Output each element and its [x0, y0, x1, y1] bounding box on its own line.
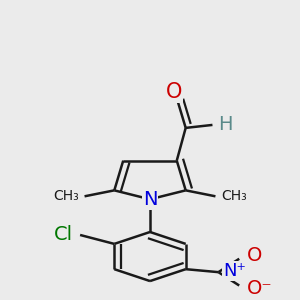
Text: O: O [166, 82, 182, 102]
Text: CH₃: CH₃ [53, 189, 79, 203]
Text: N⁺: N⁺ [223, 262, 246, 280]
Text: N: N [143, 190, 157, 209]
Text: O: O [247, 246, 262, 265]
Text: O⁻: O⁻ [247, 279, 272, 298]
Text: Cl: Cl [53, 226, 73, 244]
Text: CH₃: CH₃ [221, 189, 247, 203]
Text: H: H [218, 116, 233, 134]
